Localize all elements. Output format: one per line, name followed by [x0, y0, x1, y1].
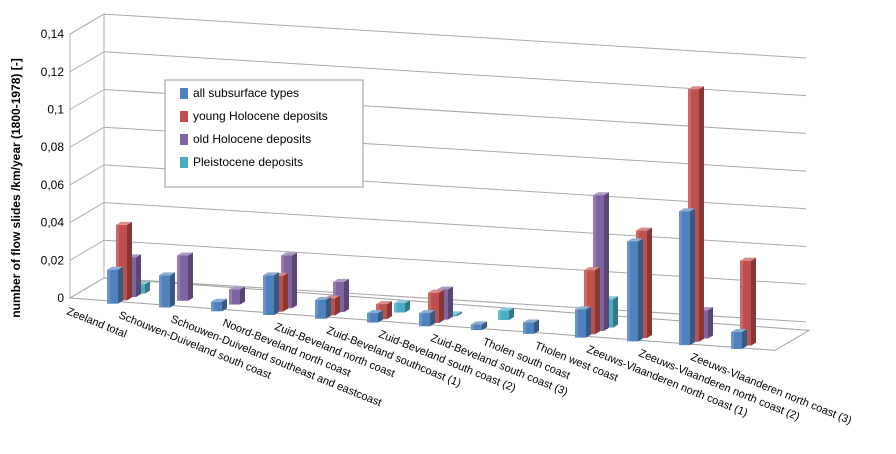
y-tick-label: 0,02 — [41, 253, 65, 267]
gridline-side — [69, 13, 105, 35]
legend-entry: old Holocene deposits — [193, 132, 311, 146]
legend-swatch — [180, 88, 188, 99]
y-tick-label: 0,1 — [47, 103, 64, 117]
legend-swatch — [180, 157, 188, 168]
gridline-side — [69, 51, 105, 73]
gridline — [103, 51, 807, 97]
bar — [107, 266, 123, 304]
legend-entry: Pleistocene deposits — [193, 155, 303, 169]
bar — [627, 238, 643, 342]
gridline-side — [69, 126, 105, 148]
y-tick-label: 0,14 — [41, 27, 65, 41]
gridline-side — [69, 89, 105, 110]
bar — [315, 296, 331, 319]
y-axis-label: number of flow slides /km/year (1800-197… — [9, 58, 23, 317]
bar — [679, 208, 695, 346]
legend-swatch — [180, 111, 188, 122]
bar — [428, 289, 444, 323]
gridline-side — [69, 164, 105, 186]
legend-swatch — [180, 134, 188, 145]
bar — [367, 310, 383, 323]
bar — [263, 272, 279, 315]
legend: all subsurface types young Holocene depos… — [164, 79, 364, 188]
legend-box — [164, 79, 364, 188]
bar — [593, 192, 609, 331]
left-wall — [69, 13, 105, 299]
legend-entry: young Holocene deposits — [193, 109, 328, 123]
y-tick-label: 0,08 — [41, 140, 65, 154]
legend-entry: all subsurface types — [193, 86, 299, 100]
y-tick-label: 0,12 — [41, 65, 65, 79]
bar — [575, 306, 591, 338]
bar — [116, 221, 132, 301]
x-tick-label: Zeeland total — [65, 306, 128, 341]
gridline-side — [69, 202, 105, 224]
bar — [159, 272, 175, 308]
gridline — [103, 13, 807, 59]
bar — [211, 298, 227, 312]
bar — [740, 257, 756, 346]
y-tick-label: 0,06 — [41, 178, 65, 192]
gridline-side — [69, 239, 105, 261]
bar — [731, 328, 747, 349]
bar — [471, 321, 487, 331]
gridline-side — [69, 277, 105, 299]
bar — [498, 307, 514, 321]
bar — [584, 267, 600, 335]
bar — [523, 319, 539, 334]
bar — [394, 300, 410, 313]
y-tick-label: 0 — [57, 291, 64, 305]
y-tick-label: 0,04 — [41, 216, 65, 230]
bar — [177, 252, 193, 301]
bar — [419, 310, 435, 327]
bar — [229, 286, 245, 305]
chart-bars — [107, 86, 756, 349]
y-axis-ticks: 0 0,02 0,04 0,06 0,08 0,1 0,12 0,14 — [41, 27, 65, 305]
